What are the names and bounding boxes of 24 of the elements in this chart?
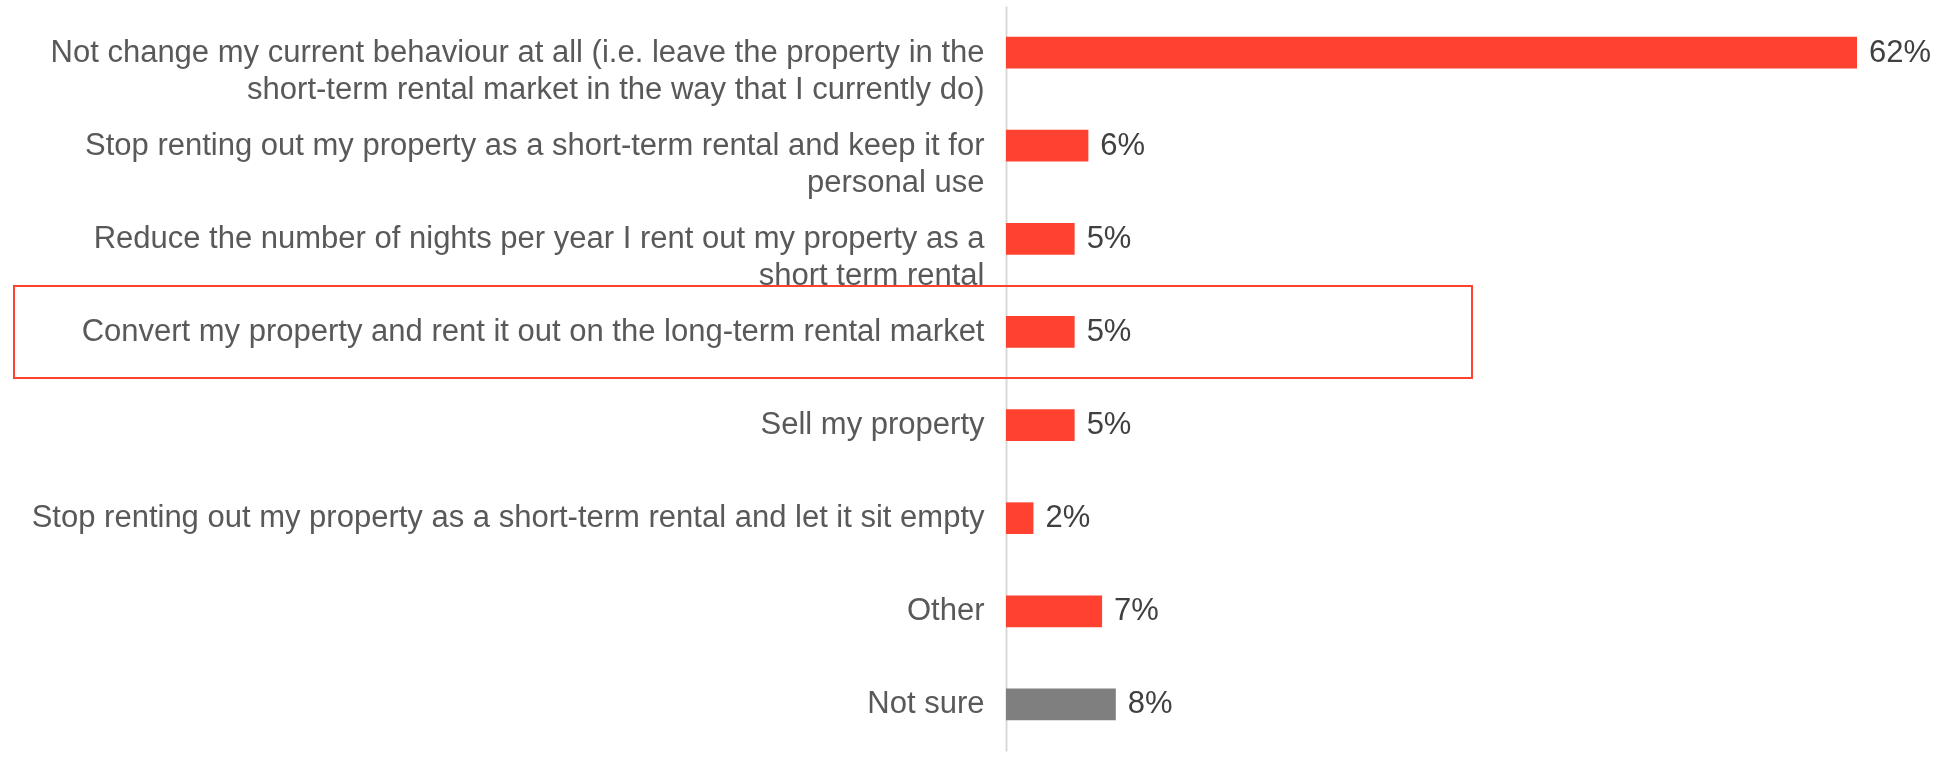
- y-tick-label: Stop renting out my property as a short-term rental and let it sit empty: [31, 499, 985, 535]
- y-tick-label: Sell my property: [760, 406, 985, 442]
- data-label: 6%: [1100, 126, 1146, 162]
- data-label: 2%: [1045, 499, 1091, 535]
- y-tick-label: Not change my current behaviour at all (i.e. leave the property in the short-term rental market in the way that I currently do): [50, 33, 985, 106]
- data-label: 5%: [1086, 406, 1132, 442]
- data-label: 5%: [1086, 219, 1132, 255]
- bar: [1006, 316, 1075, 348]
- bar: [1006, 36, 1857, 69]
- y-tick-label: Stop renting out my property as a short-term rental and keep it for personal use: [85, 126, 985, 199]
- y-tick-label: Reduce the number of nights per year I rent out my property as a short term rental: [93, 219, 986, 292]
- data-label: 7%: [1114, 592, 1159, 628]
- data-label: 62%: [1869, 33, 1932, 69]
- bar: [1006, 688, 1116, 721]
- data-label: 5%: [1086, 312, 1132, 348]
- bar: [1006, 595, 1103, 628]
- bar: [1006, 222, 1075, 255]
- y-tick-label: Other: [906, 592, 985, 628]
- bar: [1006, 129, 1089, 162]
- data-label: 8%: [1127, 685, 1173, 721]
- bar: [1006, 502, 1034, 535]
- y-tick-label: Not sure: [867, 685, 985, 721]
- y-tick-label: Convert my property and rent it out on the long-term rental market: [81, 312, 985, 348]
- bar: [1006, 409, 1075, 441]
